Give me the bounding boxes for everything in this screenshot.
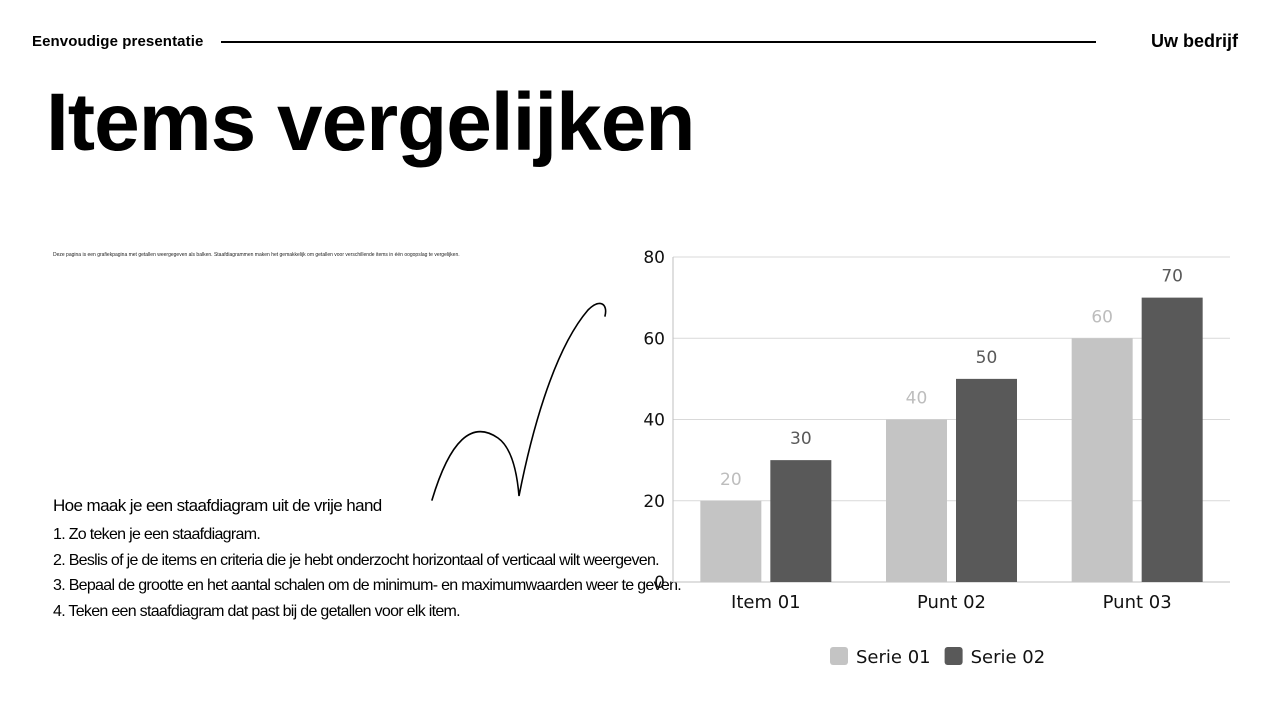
x-tick-label: Item 01 bbox=[731, 592, 801, 613]
slide-description: Deze pagina is een grafiekpagina met get… bbox=[53, 252, 460, 258]
bar-chart: 0 20 40 60 80 20 30 Item 01 40 50 Punt 02 60 70 Punt … bbox=[643, 248, 1230, 668]
data-label: 30 bbox=[790, 429, 812, 449]
bar bbox=[700, 500, 762, 582]
y-tick-label: 0 bbox=[654, 573, 665, 593]
company-name: Uw bedrijf bbox=[1150, 31, 1238, 51]
hand-drawn-squiggle bbox=[431, 302, 607, 501]
legend-label: Serie 01 bbox=[856, 647, 931, 668]
y-tick-label: 20 bbox=[643, 492, 665, 512]
y-tick-label: 40 bbox=[643, 411, 665, 431]
how-to-steps: 1. Zo teken je een staafdiagram. 2. Besl… bbox=[53, 522, 682, 624]
how-to-heading: Hoe maak je een staafdiagram uit de vrij… bbox=[53, 496, 382, 515]
how-to-step: 2. Beslis of je de items en criteria die… bbox=[53, 551, 660, 569]
bar bbox=[956, 378, 1017, 582]
how-to-step: 3. Bepaal de grootte en het aantal schal… bbox=[53, 577, 682, 594]
bar bbox=[886, 419, 947, 582]
slide-title: Items vergelijken bbox=[46, 77, 695, 168]
y-tick-label: 60 bbox=[643, 329, 665, 349]
how-to-step: 1. Zo teken je een staafdiagram. bbox=[53, 526, 261, 543]
bar bbox=[1071, 338, 1133, 582]
presentation-name: Eenvoudige presentatie bbox=[32, 33, 204, 50]
legend-swatch bbox=[830, 647, 848, 665]
bar bbox=[1141, 297, 1203, 582]
how-to-step: 4. Teken een staafdiagram dat past bij d… bbox=[53, 602, 461, 620]
x-tick-label: Punt 03 bbox=[1103, 592, 1172, 613]
data-label: 40 bbox=[906, 389, 928, 409]
data-label: 60 bbox=[1091, 307, 1113, 327]
y-tick-label: 80 bbox=[643, 248, 665, 268]
x-tick-label: Punt 02 bbox=[917, 592, 986, 613]
data-label: 50 bbox=[976, 348, 998, 368]
legend-swatch bbox=[944, 647, 963, 665]
legend-label: Serie 02 bbox=[971, 647, 1046, 668]
bar bbox=[770, 460, 832, 582]
data-label: 70 bbox=[1161, 267, 1183, 287]
header-divider bbox=[221, 41, 1096, 43]
data-label: 20 bbox=[720, 470, 742, 490]
